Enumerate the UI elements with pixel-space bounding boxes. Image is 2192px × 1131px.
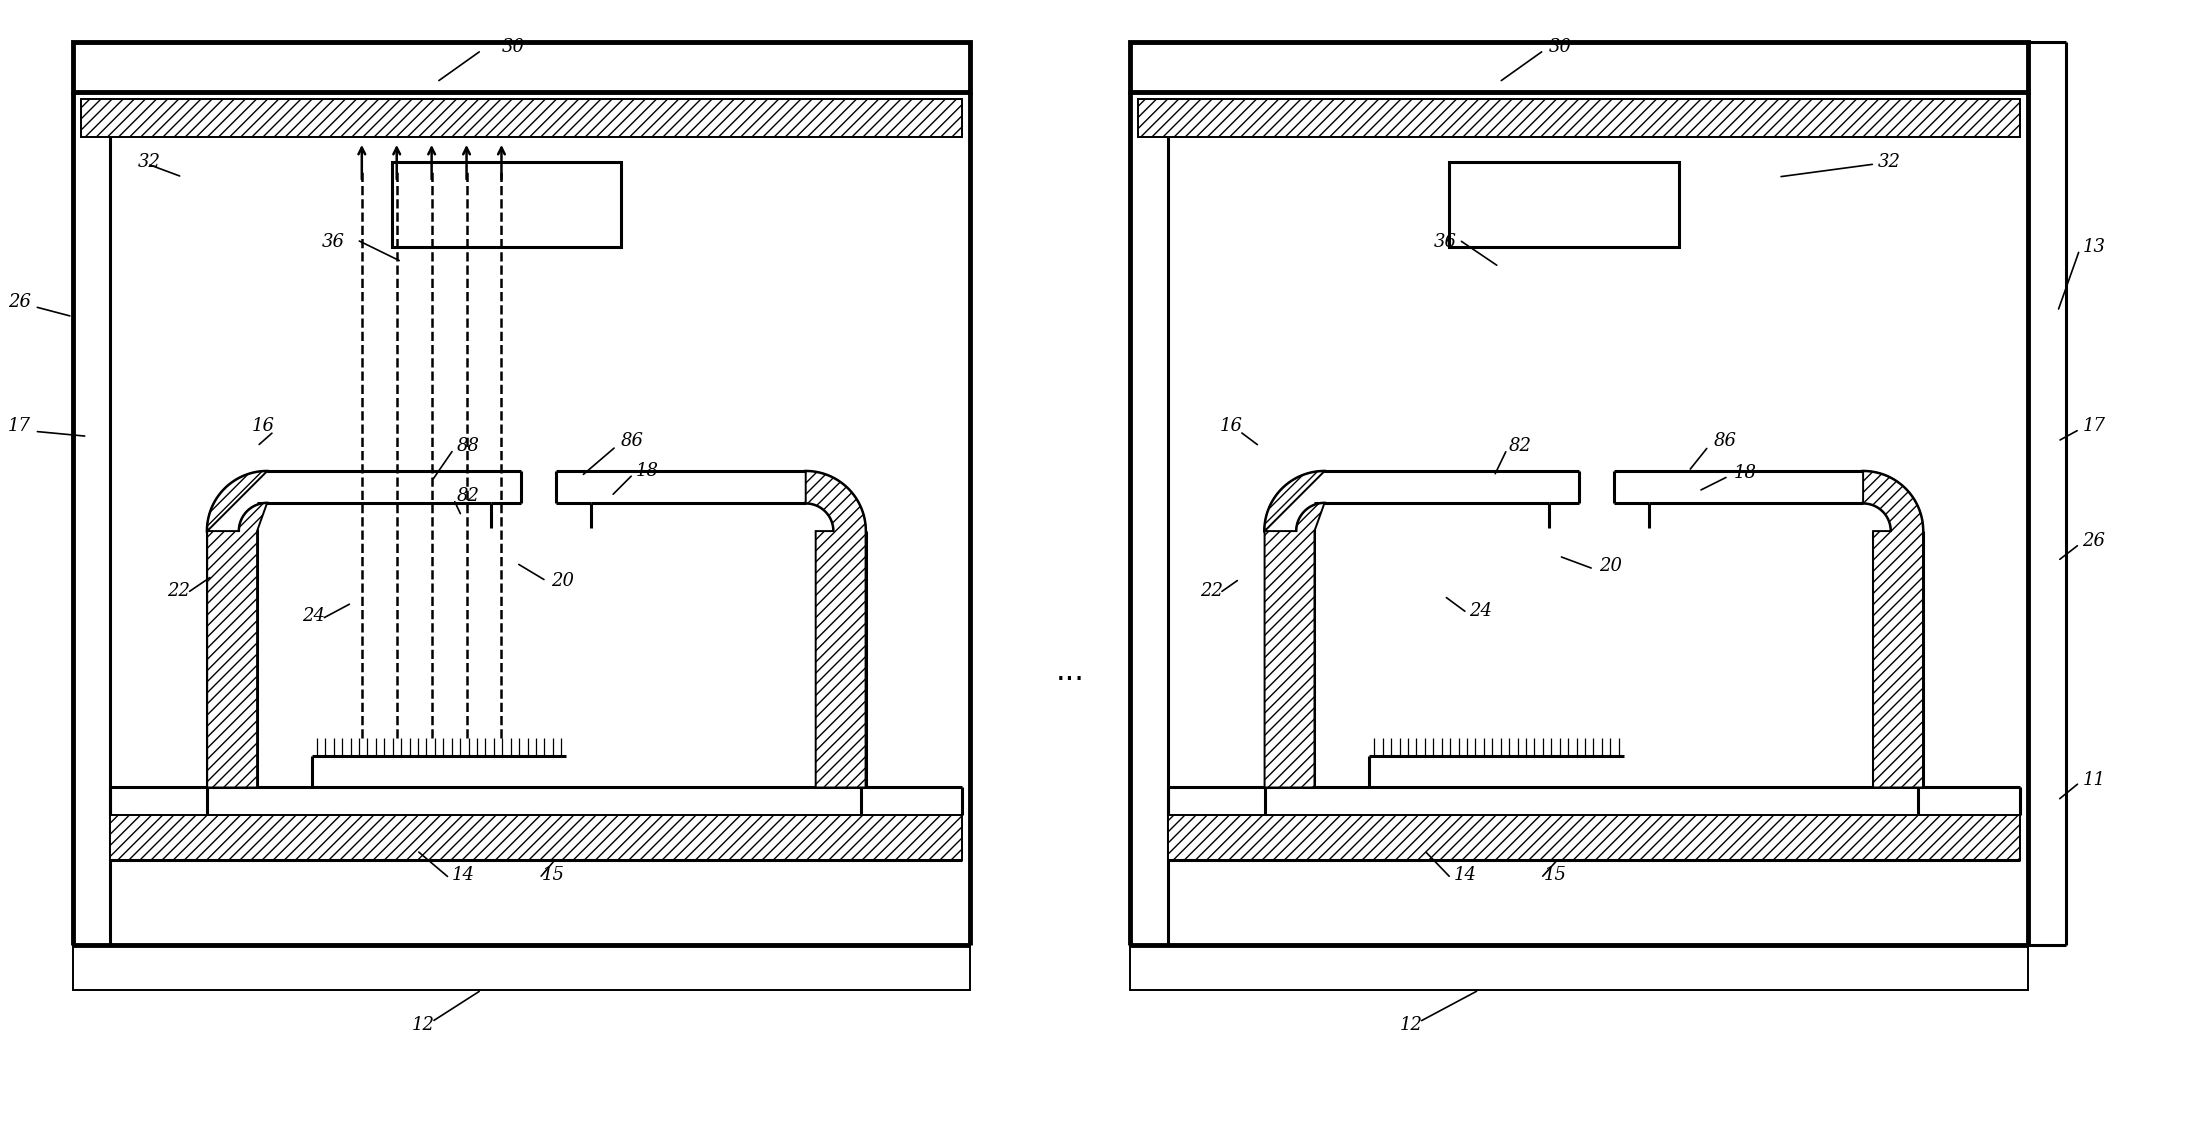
Text: 13: 13 [2082,238,2107,256]
Text: 17: 17 [2082,417,2107,435]
Bar [1129,946,2028,990]
Text: 24: 24 [302,607,324,624]
Text: 36: 36 [322,233,344,251]
Text: 82: 82 [1508,438,1532,456]
Text: 22: 22 [167,582,191,599]
Polygon shape [1863,472,1922,787]
Text: 86: 86 [620,432,644,450]
Bar [81,100,962,137]
Text: 14: 14 [452,866,476,884]
Polygon shape [807,472,866,787]
Text: 36: 36 [1434,233,1458,251]
Text: 16: 16 [252,417,274,435]
Text: 18: 18 [636,463,660,481]
Text: 12: 12 [1398,1016,1423,1034]
Bar [110,815,962,861]
Text: 26: 26 [2082,532,2107,550]
Text: 14: 14 [1453,866,1477,884]
Text: 12: 12 [412,1016,434,1034]
Text: 15: 15 [1543,866,1567,884]
Text: 16: 16 [1219,417,1243,435]
Text: 18: 18 [1734,464,1756,482]
Text: 32: 32 [1879,153,1900,171]
Bar [392,162,620,247]
Text: 30: 30 [502,38,524,57]
Text: 82: 82 [456,487,480,506]
Bar [72,42,971,92]
Text: ···: ··· [1057,666,1085,696]
Text: 24: 24 [1469,602,1493,620]
Bar [1168,815,2019,861]
Text: 26: 26 [9,293,31,311]
Bar [1129,42,2028,92]
Text: 22: 22 [1199,582,1223,599]
Bar [72,946,971,990]
Text: 32: 32 [138,153,160,171]
Text: 17: 17 [9,417,31,435]
Polygon shape [208,472,267,787]
Text: 20: 20 [552,572,574,590]
Text: 20: 20 [1598,556,1622,575]
Bar [1138,100,2019,137]
Text: 15: 15 [541,866,563,884]
Text: 11: 11 [2082,771,2107,789]
Text: 86: 86 [1714,432,1736,450]
Text: 30: 30 [1550,38,1572,57]
Polygon shape [1265,472,1324,787]
Text: 88: 88 [456,438,480,456]
Bar [1449,162,1679,247]
